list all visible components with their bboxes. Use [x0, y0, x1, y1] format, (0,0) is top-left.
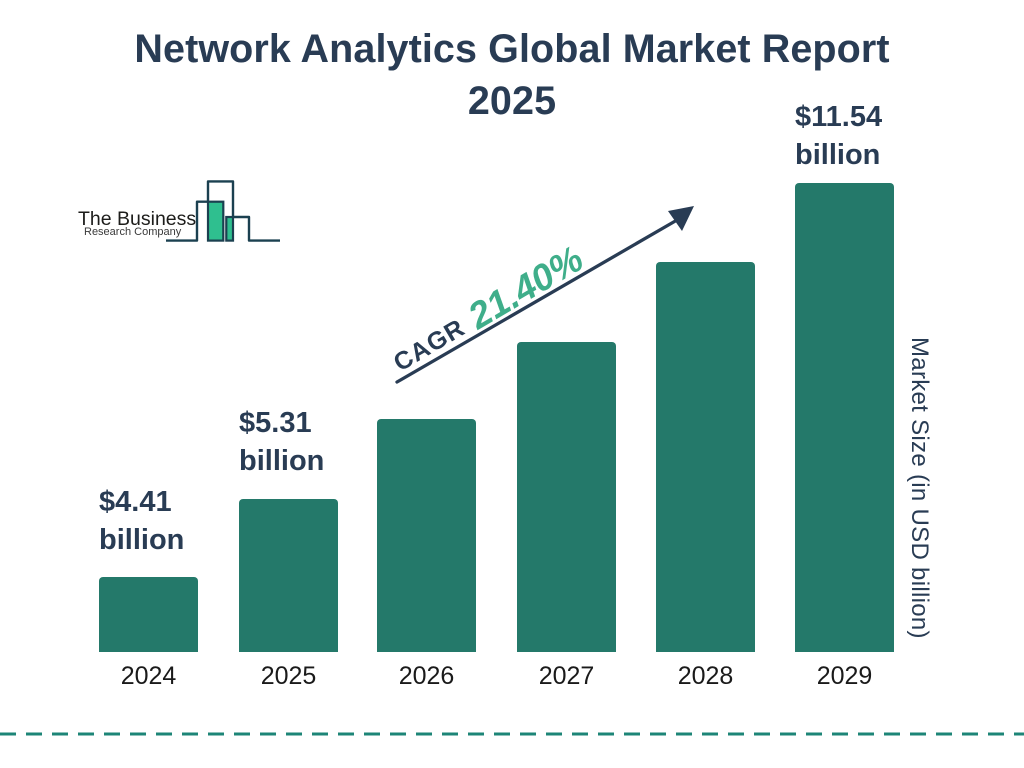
svg-text:Research Company: Research Company [84, 226, 182, 238]
